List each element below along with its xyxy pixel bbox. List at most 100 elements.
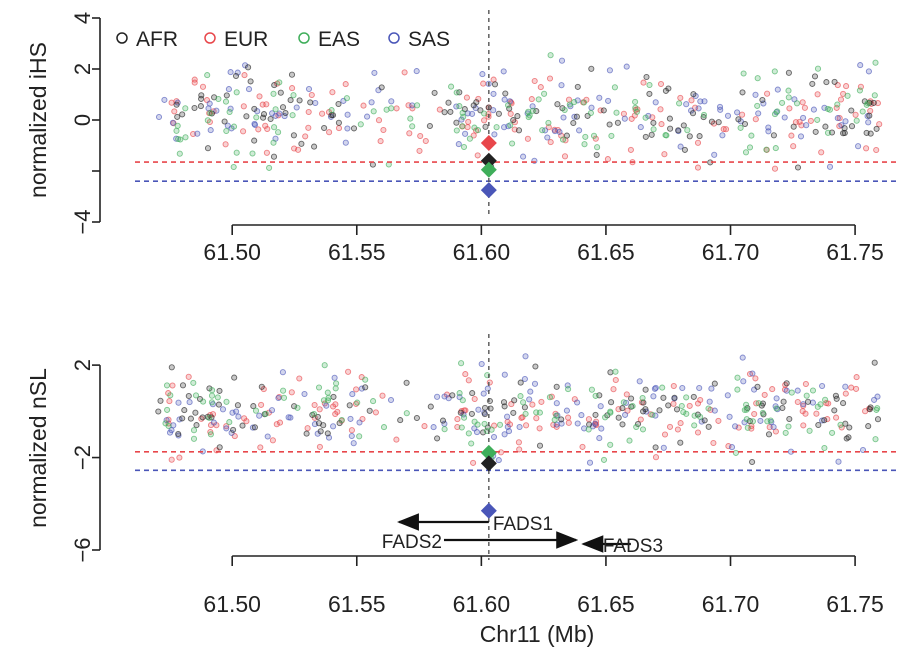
point-eur [657,106,664,113]
point-eas [814,116,821,123]
point-sas [491,131,498,138]
point-eas [290,92,297,99]
point-eas [611,84,618,91]
point-eas [755,400,762,407]
point-eur [308,91,315,99]
point-afr [515,127,523,134]
point-eas [456,103,463,110]
point-afr [666,115,673,122]
point-eas [547,52,554,59]
x-tick-label: 61.70 [702,239,760,265]
point-eas [280,394,288,401]
point-eur [393,105,400,112]
point-sas [475,406,482,413]
point-eur [305,108,312,116]
point-eur [670,382,677,390]
point-eas [214,394,221,401]
point-eas [565,386,572,393]
point-eas [209,387,216,394]
point-sas [522,353,529,360]
point-eur [722,126,730,133]
point-sas [623,63,630,70]
point-sas [652,99,659,106]
point-eas [639,426,647,433]
point-sas [169,119,176,126]
point-sas [800,401,807,408]
point-eas [162,420,169,427]
point-eas [252,407,260,414]
point-eur [627,146,634,153]
point-sas [348,432,355,440]
point-eas [182,105,189,112]
point-afr [866,112,873,119]
point-eur [454,416,461,423]
point-eur [185,373,192,380]
point-afr [481,404,489,411]
x-tick-label: 61.55 [328,591,386,617]
point-eas [680,409,687,416]
point-sas [287,414,294,421]
point-sas [293,104,300,111]
point-eas [539,127,546,134]
point-eas [814,403,821,410]
point-eur [677,94,684,101]
point-eur [176,454,183,461]
point-eas [493,124,500,131]
point-eur [262,122,269,129]
point-eur [393,436,400,443]
point-eas [620,399,627,406]
point-eas [226,419,233,426]
point-afr [677,439,684,446]
point-sas [501,371,508,378]
point-eur [417,132,424,140]
point-sas [342,139,349,146]
point-afr [570,119,577,127]
point-eas [380,424,388,431]
point-eas [856,87,863,94]
point-eas [357,121,364,128]
point-eas [684,127,691,134]
point-afr [329,112,337,119]
point-sas [331,374,338,381]
point-eur [168,99,175,106]
point-sas [155,113,163,121]
point-sas [455,141,462,148]
point-sas [242,62,249,69]
point-eur [240,128,247,135]
point-eas [324,397,332,404]
point-eur [256,93,263,100]
point-eas [407,115,414,122]
point-eas [200,398,207,405]
point-eur [873,146,880,154]
point-eur [416,147,423,154]
point-eas [872,59,879,66]
point-sas [781,114,788,121]
point-afr [642,133,649,140]
point-sas [312,99,319,107]
point-sas [871,396,878,403]
point-afr [765,431,773,438]
point-afr [234,402,241,409]
point-eur [802,380,809,388]
point-eur [710,439,717,447]
point-sas [809,399,816,406]
point-afr [221,118,228,125]
point-afr [607,369,614,376]
point-afr [619,421,626,428]
point-sas [501,96,508,103]
point-eas [545,119,552,126]
point-eas [814,65,822,72]
point-sas [245,86,253,93]
point-sas [596,94,603,101]
point-eur [342,81,349,88]
point-eas [507,122,514,129]
point-afr [689,110,697,117]
point-eas [496,421,504,428]
point-afr [586,421,593,428]
point-eur [302,133,309,140]
point-eas [649,411,656,418]
point-afr [553,383,560,390]
point-eas [859,108,866,115]
point-eas [612,368,619,375]
point-eas [276,79,283,86]
